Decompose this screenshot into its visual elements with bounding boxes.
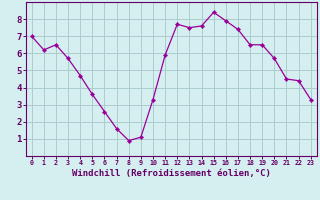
X-axis label: Windchill (Refroidissement éolien,°C): Windchill (Refroidissement éolien,°C) [72,169,271,178]
